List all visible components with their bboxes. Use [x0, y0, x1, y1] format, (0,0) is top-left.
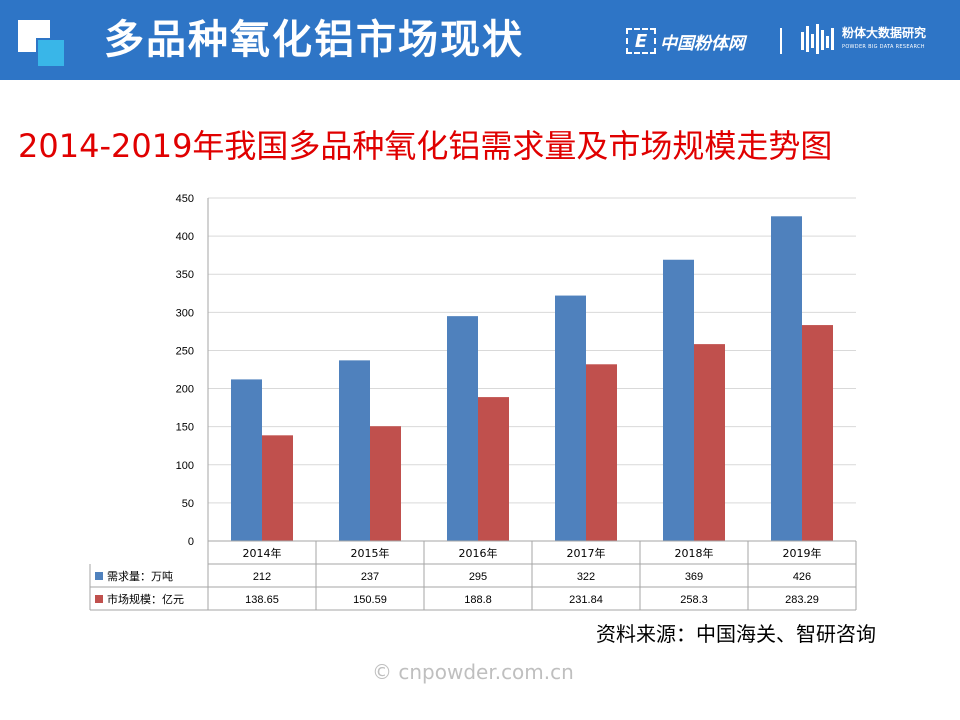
- x-tick-label: 2017年: [567, 546, 606, 560]
- y-tick-label: 300: [176, 307, 194, 319]
- y-tick-label: 350: [176, 269, 194, 281]
- legend-swatch: [95, 572, 103, 580]
- bar: [771, 216, 802, 541]
- legend-label: 需求量：万吨: [107, 570, 173, 583]
- data-label: 150.59: [353, 594, 387, 606]
- brand-cnpowder-label: 中国粉体网: [660, 33, 745, 54]
- data-label: 369: [685, 571, 703, 583]
- x-tick-label: 2015年: [351, 546, 390, 560]
- y-tick-label: 250: [176, 345, 194, 357]
- x-tick-label: 2018年: [675, 546, 714, 560]
- brand-cnpowder: E 中国粉体网: [626, 26, 745, 56]
- brand-divider: [780, 28, 782, 54]
- data-label: 188.8: [464, 594, 492, 606]
- data-label: 322: [577, 571, 595, 583]
- data-label: 258.3: [680, 594, 708, 606]
- brand-e-icon: E: [626, 28, 656, 54]
- data-label: 231.84: [569, 594, 603, 606]
- brand-big-data-sublabel: POWDER BIG DATA RESEARCH: [842, 44, 925, 50]
- watermark: © cnpowder.com.cn: [372, 660, 574, 684]
- bar: [447, 316, 478, 541]
- bar: [663, 259, 694, 541]
- bar: [339, 360, 370, 541]
- source-note: 资料来源：中国海关、智研咨询: [596, 622, 876, 646]
- y-tick-label: 50: [182, 498, 194, 510]
- data-label: 138.65: [245, 594, 279, 606]
- bar-chart-logo-icon: [801, 24, 834, 54]
- data-label: 237: [361, 571, 379, 583]
- data-label: 283.29: [785, 594, 819, 606]
- y-tick-label: 450: [176, 193, 194, 205]
- legend-label: 市场规模：亿元: [107, 592, 184, 606]
- y-tick-label: 150: [176, 422, 194, 434]
- bar: [586, 364, 617, 541]
- header-banner: 多品种氧化铝市场现状 E 中国粉体网 粉体大数据研究 POWDER BIG DA…: [0, 0, 960, 80]
- data-label: 295: [469, 571, 487, 583]
- x-tick-label: 2016年: [459, 546, 498, 560]
- data-label: 426: [793, 571, 811, 583]
- y-tick-label: 0: [188, 536, 194, 548]
- legend-swatch: [95, 595, 103, 603]
- bar: [694, 344, 725, 541]
- data-label: 212: [253, 571, 271, 583]
- bar: [262, 435, 293, 541]
- chart-title: 2014-2019年我国多品种氧化铝需求量及市场规模走势图: [18, 127, 833, 165]
- bar: [231, 379, 262, 541]
- x-tick-label: 2014年: [243, 546, 282, 560]
- bar: [555, 295, 586, 541]
- bar: [370, 426, 401, 541]
- page-title: 多品种氧化铝市场现状: [104, 17, 524, 63]
- brand-big-data: 粉体大数据研究 POWDER BIG DATA RESEARCH: [800, 20, 950, 60]
- y-tick-label: 100: [176, 460, 194, 472]
- logo-square-accent-icon: [36, 38, 66, 68]
- bar: [802, 325, 833, 541]
- bar: [478, 397, 509, 541]
- brand-big-data-label: 粉体大数据研究: [842, 26, 927, 40]
- x-tick-label: 2019年: [783, 546, 822, 560]
- y-tick-label: 200: [176, 384, 194, 396]
- y-tick-label: 400: [176, 231, 194, 243]
